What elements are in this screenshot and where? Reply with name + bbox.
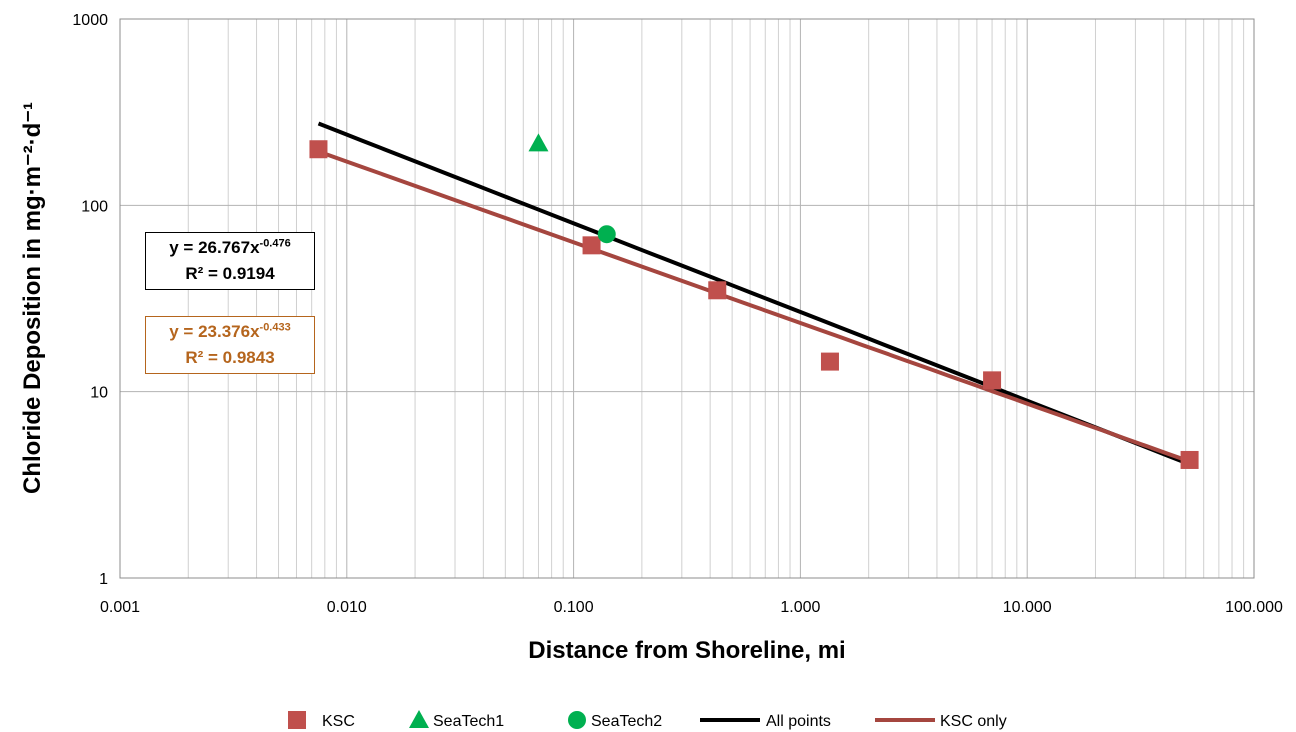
legend-triangle-icon xyxy=(409,710,429,728)
x-tick-label: 0.001 xyxy=(100,599,140,616)
data-point-ksc xyxy=(820,352,839,371)
data-point-seatech2 xyxy=(597,225,616,244)
equation-exponent: -0.476 xyxy=(259,237,291,250)
data-point-ksc xyxy=(1180,450,1199,469)
y-tick-labels: 1 10 100 1000 xyxy=(72,12,108,588)
x-tick-label: 100.000 xyxy=(1225,599,1283,616)
legend-label: SeaTech2 xyxy=(591,713,662,730)
y-tick-label: 1000 xyxy=(72,12,108,29)
y-tick-label: 10 xyxy=(90,385,108,402)
r-squared-text: R² = 0.9194 xyxy=(185,264,275,283)
plot-area-border xyxy=(119,18,1255,579)
grid xyxy=(119,19,1254,579)
legend-label: KSC xyxy=(322,713,355,730)
r-squared-text: R² = 0.9843 xyxy=(185,348,275,367)
legend-circle-icon xyxy=(568,711,586,729)
y-tick-label: 1 xyxy=(99,571,108,588)
data-point-ksc xyxy=(309,140,328,159)
legend-label: All points xyxy=(766,713,831,730)
x-tick-label: 10.000 xyxy=(1003,599,1052,616)
x-tick-label: 1.000 xyxy=(780,599,820,616)
x-tick-label: 0.100 xyxy=(554,599,594,616)
legend-label: SeaTech1 xyxy=(433,713,504,730)
trendline-all-points xyxy=(317,121,1191,467)
x-tick-label: 0.010 xyxy=(327,599,367,616)
data-markers xyxy=(309,133,1199,469)
legend: KSC SeaTech1 SeaTech2 All points KSC only xyxy=(288,710,1007,730)
trendline-equation-ksc-only: y = 23.376x-0.433 R² = 0.9843 xyxy=(145,316,315,374)
data-point-seatech1 xyxy=(528,133,549,152)
legend-label: KSC only xyxy=(940,713,1007,730)
data-point-ksc xyxy=(708,281,727,300)
legend-square-icon xyxy=(288,711,306,729)
trendlines xyxy=(317,121,1191,467)
equation-exponent: -0.433 xyxy=(259,321,291,334)
x-tick-labels: 0.001 0.010 0.100 1.000 10.000 100.000 xyxy=(100,599,1283,616)
data-point-ksc xyxy=(983,371,1002,390)
x-axis-title: Distance from Shoreline, mi xyxy=(528,637,845,664)
data-point-ksc xyxy=(582,236,601,255)
y-axis-title: Chloride Deposition in mg·m⁻²·d⁻¹ xyxy=(19,102,46,494)
equation-text: y = 23.376x xyxy=(169,322,260,341)
trendline-equation-all-points: y = 26.767x-0.476 R² = 0.9194 xyxy=(145,232,315,290)
y-tick-label: 100 xyxy=(81,198,108,215)
equation-text: y = 26.767x xyxy=(169,238,260,257)
trendline-ksc-only xyxy=(317,149,1191,464)
